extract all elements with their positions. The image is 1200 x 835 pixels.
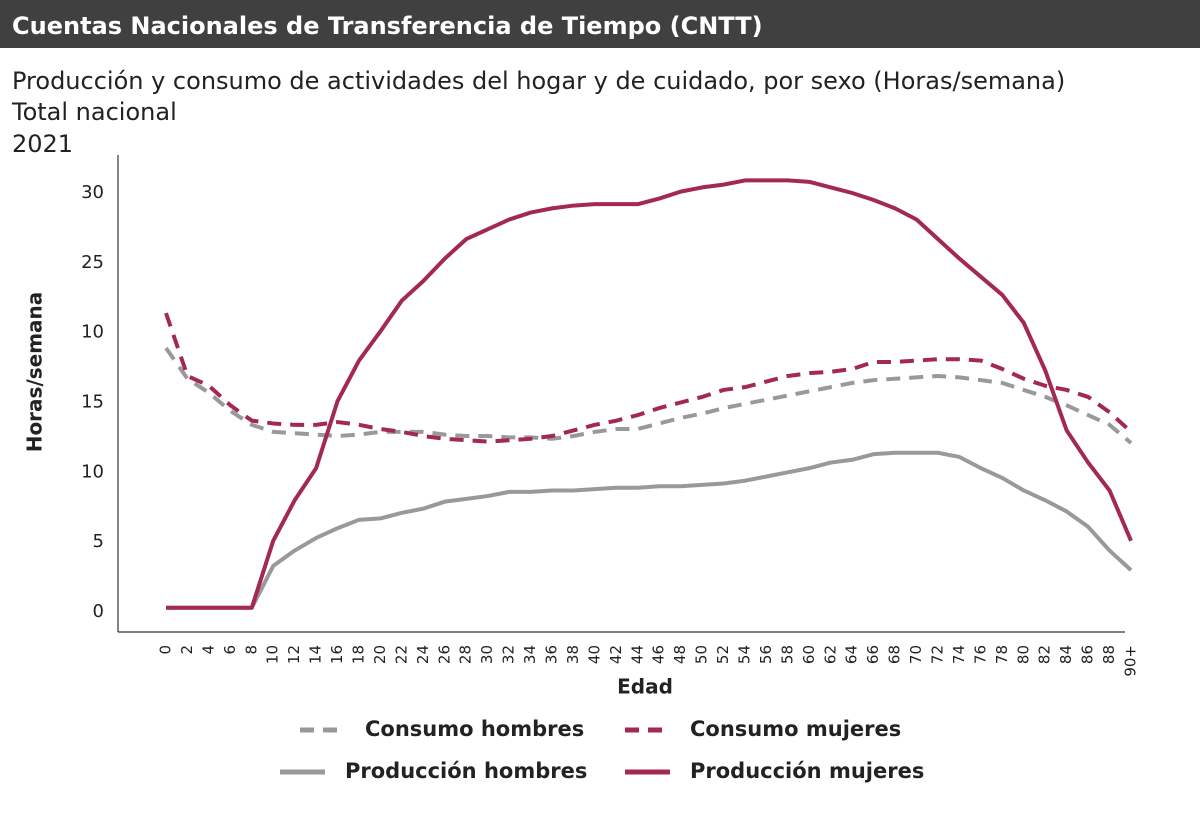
x-tick-label: 36 (543, 645, 561, 664)
x-tick-label: 78 (993, 645, 1011, 664)
x-tick-label: 40 (585, 645, 603, 664)
y-tick-label: 15 (81, 392, 104, 413)
x-tick-label: 44 (628, 645, 646, 664)
y-tick-label: 0 (93, 601, 104, 622)
x-tick-label: 2 (178, 645, 196, 655)
y-tick-label: 10 (81, 461, 104, 482)
x-tick-label: 18 (350, 645, 368, 664)
x-tick-label: 28 (457, 645, 475, 664)
x-tick-label: 4 (199, 645, 217, 655)
series-line (166, 178, 1133, 610)
y-tick-label: 10 (81, 322, 104, 343)
x-tick-label: 80 (1014, 645, 1032, 664)
x-tick-label: 0 (157, 645, 175, 655)
x-tick-label: 56 (757, 645, 775, 664)
y-tick-label: 5 (93, 531, 104, 552)
x-tick-label: 46 (650, 645, 668, 664)
x-tick-label: 68 (886, 645, 904, 664)
x-tick-label: 54 (736, 645, 754, 664)
x-tick-label: 88 (1100, 645, 1118, 664)
x-tick-label: 12 (285, 645, 303, 664)
legend-label: Consumo hombres (365, 717, 584, 741)
x-tick-label: 30 (478, 645, 496, 664)
x-tick-label: 72 (929, 645, 947, 664)
subtitle: 2021 (12, 130, 73, 158)
x-tick-label: 48 (671, 645, 689, 664)
header-bar (0, 0, 1200, 48)
x-tick-label: 42 (607, 645, 625, 664)
x-tick-label: 90+ (1122, 645, 1140, 677)
x-tick-label: 70 (907, 645, 925, 664)
x-tick-label: 20 (371, 645, 389, 664)
x-tick-label: 8 (242, 645, 260, 655)
x-tick-label: 58 (778, 645, 796, 664)
subtitle: Total nacional (11, 98, 177, 126)
series-line (166, 450, 1133, 610)
x-tick-label: 52 (714, 645, 732, 664)
x-tick-label: 66 (864, 645, 882, 664)
x-tick-label: 32 (500, 645, 518, 664)
x-tick-label: 82 (1036, 645, 1054, 664)
x-tick-label: 10 (264, 645, 282, 664)
x-tick-label: 34 (521, 645, 539, 664)
x-tick-label: 60 (800, 645, 818, 664)
x-tick-label: 38 (564, 645, 582, 664)
legend-label: Producción mujeres (690, 759, 924, 783)
y-tick-label: 25 (81, 252, 104, 273)
x-tick-label: 24 (414, 645, 432, 664)
x-tick-label: 50 (693, 645, 711, 664)
x-tick-label: 84 (1057, 645, 1075, 664)
legend-label: Consumo mujeres (690, 717, 901, 741)
subtitle: Producción y consumo de actividades del … (12, 67, 1065, 95)
legend-label: Producción hombres (345, 759, 587, 783)
x-tick-label: 76 (971, 645, 989, 664)
x-tick-label: 26 (435, 645, 453, 664)
x-tick-label: 64 (843, 645, 861, 664)
series-line (164, 312, 1133, 444)
x-axis-label: Edad (617, 675, 673, 699)
series-line (164, 346, 1133, 445)
y-tick-label: 30 (81, 182, 104, 203)
x-tick-label: 16 (328, 645, 346, 664)
x-tick-label: 6 (221, 645, 239, 655)
x-tick-label: 74 (950, 645, 968, 664)
y-axis-label: Horas/semana (23, 292, 47, 453)
chart-title: Cuentas Nacionales de Transferencia de T… (12, 12, 763, 40)
x-tick-label: 22 (392, 645, 410, 664)
x-tick-label: 86 (1079, 645, 1097, 664)
x-tick-label: 62 (821, 645, 839, 664)
x-tick-label: 14 (307, 645, 325, 664)
